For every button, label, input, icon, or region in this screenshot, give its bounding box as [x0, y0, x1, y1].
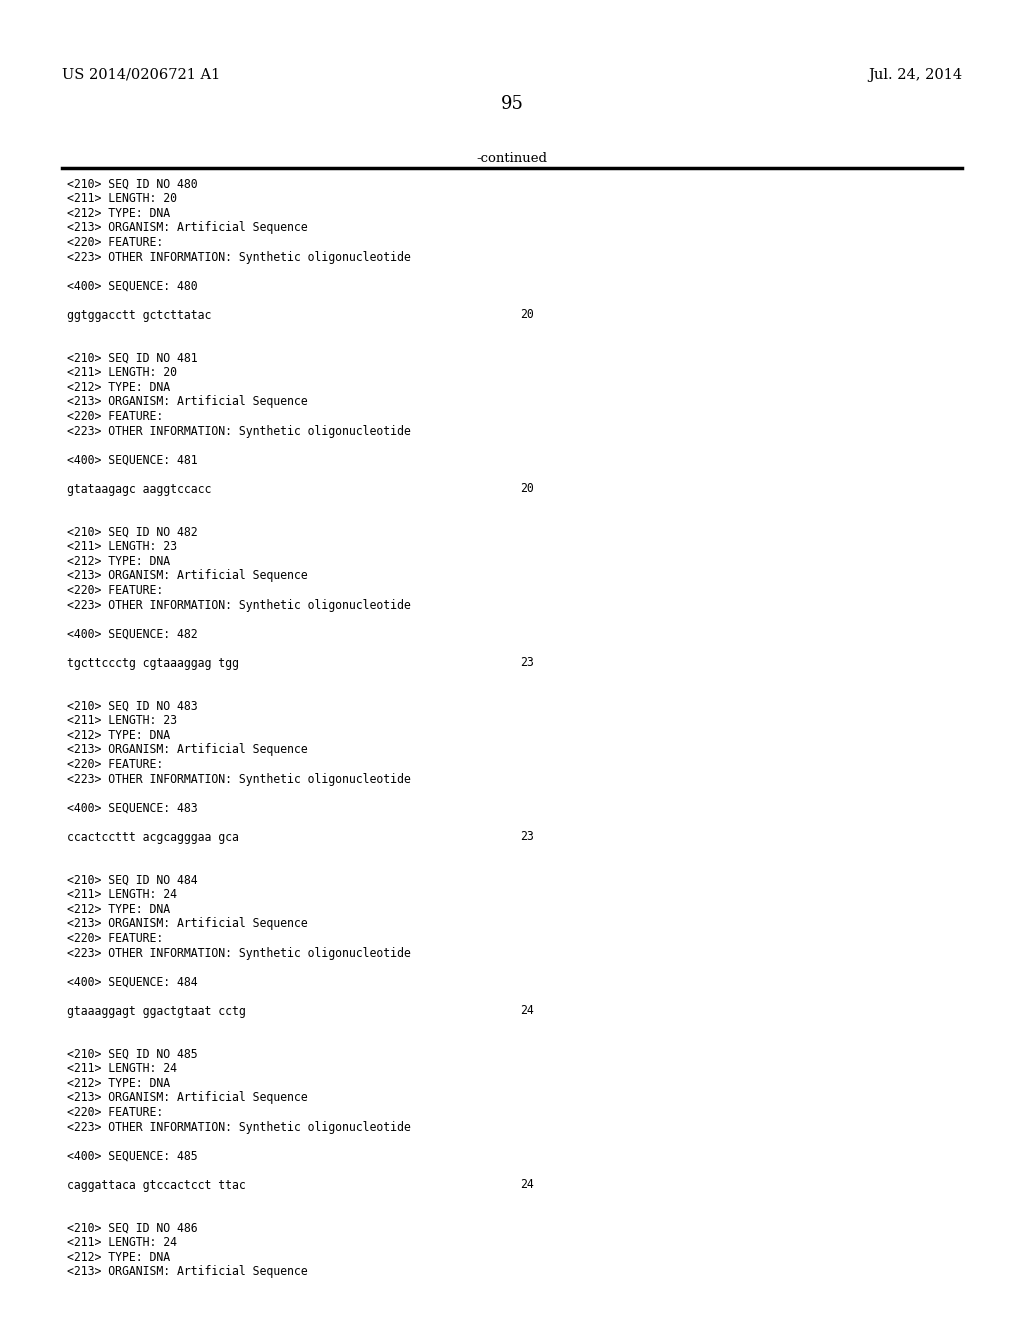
Text: <213> ORGANISM: Artificial Sequence: <213> ORGANISM: Artificial Sequence: [67, 222, 307, 235]
Text: <211> LENGTH: 24: <211> LENGTH: 24: [67, 1063, 177, 1076]
Text: <400> SEQUENCE: 481: <400> SEQUENCE: 481: [67, 454, 198, 466]
Text: Jul. 24, 2014: Jul. 24, 2014: [868, 69, 962, 82]
Text: <223> OTHER INFORMATION: Synthetic oligonucleotide: <223> OTHER INFORMATION: Synthetic oligo…: [67, 1121, 411, 1134]
Text: <211> LENGTH: 23: <211> LENGTH: 23: [67, 540, 177, 553]
Text: <212> TYPE: DNA: <212> TYPE: DNA: [67, 729, 170, 742]
Text: <223> OTHER INFORMATION: Synthetic oligonucleotide: <223> OTHER INFORMATION: Synthetic oligo…: [67, 251, 411, 264]
Text: <212> TYPE: DNA: <212> TYPE: DNA: [67, 554, 170, 568]
Text: <212> TYPE: DNA: <212> TYPE: DNA: [67, 1077, 170, 1090]
Text: <220> FEATURE:: <220> FEATURE:: [67, 583, 163, 597]
Text: <223> OTHER INFORMATION: Synthetic oligonucleotide: <223> OTHER INFORMATION: Synthetic oligo…: [67, 425, 411, 437]
Text: <400> SEQUENCE: 482: <400> SEQUENCE: 482: [67, 627, 198, 640]
Text: <212> TYPE: DNA: <212> TYPE: DNA: [67, 207, 170, 220]
Text: <223> OTHER INFORMATION: Synthetic oligonucleotide: <223> OTHER INFORMATION: Synthetic oligo…: [67, 946, 411, 960]
Text: ggtggacctt gctcttatac: ggtggacctt gctcttatac: [67, 309, 211, 322]
Text: -continued: -continued: [476, 152, 548, 165]
Text: <400> SEQUENCE: 480: <400> SEQUENCE: 480: [67, 280, 198, 293]
Text: <220> FEATURE:: <220> FEATURE:: [67, 236, 163, 249]
Text: 24: 24: [520, 1005, 534, 1018]
Text: <220> FEATURE:: <220> FEATURE:: [67, 932, 163, 945]
Text: <212> TYPE: DNA: <212> TYPE: DNA: [67, 381, 170, 393]
Text: <210> SEQ ID NO 484: <210> SEQ ID NO 484: [67, 874, 198, 887]
Text: <220> FEATURE:: <220> FEATURE:: [67, 411, 163, 422]
Text: <220> FEATURE:: <220> FEATURE:: [67, 758, 163, 771]
Text: <211> LENGTH: 20: <211> LENGTH: 20: [67, 367, 177, 380]
Text: <212> TYPE: DNA: <212> TYPE: DNA: [67, 903, 170, 916]
Text: 24: 24: [520, 1179, 534, 1192]
Text: <400> SEQUENCE: 485: <400> SEQUENCE: 485: [67, 1150, 198, 1163]
Text: 20: 20: [520, 309, 534, 322]
Text: <213> ORGANISM: Artificial Sequence: <213> ORGANISM: Artificial Sequence: [67, 1266, 307, 1279]
Text: <213> ORGANISM: Artificial Sequence: <213> ORGANISM: Artificial Sequence: [67, 396, 307, 408]
Text: <210> SEQ ID NO 486: <210> SEQ ID NO 486: [67, 1222, 198, 1236]
Text: 95: 95: [501, 95, 523, 114]
Text: <220> FEATURE:: <220> FEATURE:: [67, 1106, 163, 1119]
Text: <400> SEQUENCE: 484: <400> SEQUENCE: 484: [67, 975, 198, 989]
Text: <212> TYPE: DNA: <212> TYPE: DNA: [67, 1251, 170, 1265]
Text: <211> LENGTH: 24: <211> LENGTH: 24: [67, 1237, 177, 1250]
Text: <213> ORGANISM: Artificial Sequence: <213> ORGANISM: Artificial Sequence: [67, 743, 307, 756]
Text: <210> SEQ ID NO 485: <210> SEQ ID NO 485: [67, 1048, 198, 1061]
Text: <223> OTHER INFORMATION: Synthetic oligonucleotide: <223> OTHER INFORMATION: Synthetic oligo…: [67, 772, 411, 785]
Text: <211> LENGTH: 20: <211> LENGTH: 20: [67, 193, 177, 206]
Text: gtataagagc aaggtccacc: gtataagagc aaggtccacc: [67, 483, 211, 495]
Text: <213> ORGANISM: Artificial Sequence: <213> ORGANISM: Artificial Sequence: [67, 1092, 307, 1105]
Text: <400> SEQUENCE: 483: <400> SEQUENCE: 483: [67, 801, 198, 814]
Text: <210> SEQ ID NO 483: <210> SEQ ID NO 483: [67, 700, 198, 713]
Text: <211> LENGTH: 24: <211> LENGTH: 24: [67, 888, 177, 902]
Text: <211> LENGTH: 23: <211> LENGTH: 23: [67, 714, 177, 727]
Text: 23: 23: [520, 830, 534, 843]
Text: 20: 20: [520, 483, 534, 495]
Text: <210> SEQ ID NO 480: <210> SEQ ID NO 480: [67, 178, 198, 191]
Text: US 2014/0206721 A1: US 2014/0206721 A1: [62, 69, 220, 82]
Text: 23: 23: [520, 656, 534, 669]
Text: <210> SEQ ID NO 482: <210> SEQ ID NO 482: [67, 525, 198, 539]
Text: ccactccttt acgcagggaa gca: ccactccttt acgcagggaa gca: [67, 830, 239, 843]
Text: caggattaca gtccactcct ttac: caggattaca gtccactcct ttac: [67, 1179, 246, 1192]
Text: <223> OTHER INFORMATION: Synthetic oligonucleotide: <223> OTHER INFORMATION: Synthetic oligo…: [67, 598, 411, 611]
Text: <213> ORGANISM: Artificial Sequence: <213> ORGANISM: Artificial Sequence: [67, 917, 307, 931]
Text: <213> ORGANISM: Artificial Sequence: <213> ORGANISM: Artificial Sequence: [67, 569, 307, 582]
Text: <210> SEQ ID NO 481: <210> SEQ ID NO 481: [67, 352, 198, 366]
Text: tgcttccctg cgtaaaggag tgg: tgcttccctg cgtaaaggag tgg: [67, 656, 239, 669]
Text: gtaaaggagt ggactgtaat cctg: gtaaaggagt ggactgtaat cctg: [67, 1005, 246, 1018]
